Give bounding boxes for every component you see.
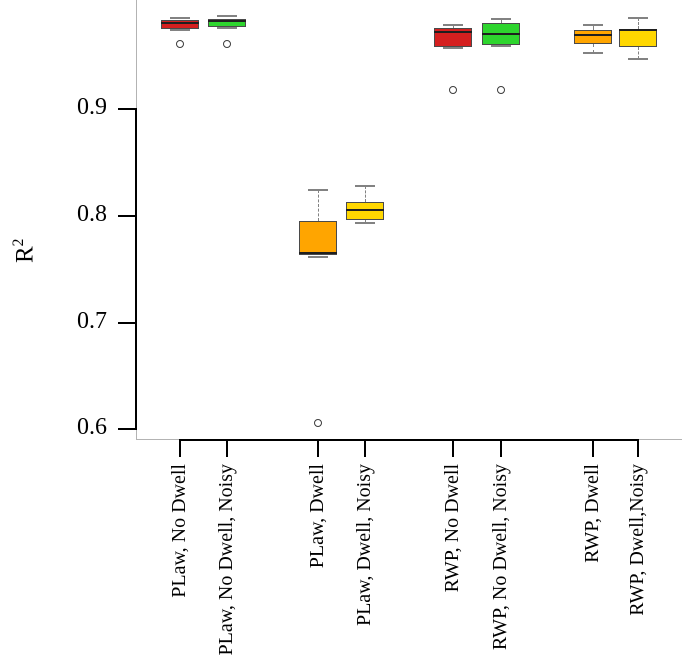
x-tick (637, 439, 639, 457)
upper-whisker (593, 25, 594, 31)
upper-whisker-cap (170, 16, 190, 19)
x-tick-label: PLaw, Dwell, Noisy (353, 464, 375, 627)
x-tick (592, 439, 594, 457)
median-line (161, 21, 199, 24)
y-tick-label: 0.9 (77, 94, 107, 121)
lower-whisker-cap (355, 222, 375, 225)
outlier-point (223, 40, 231, 49)
box (619, 29, 657, 48)
upper-whisker (365, 186, 366, 203)
lower-whisker-cap (217, 27, 237, 30)
lower-whisker (593, 44, 594, 53)
median-line (482, 32, 520, 35)
upper-whisker-cap (217, 15, 237, 18)
lower-whisker (638, 47, 639, 60)
upper-whisker (318, 190, 319, 222)
outlier-point (314, 418, 322, 427)
lower-whisker (365, 220, 366, 224)
y-tick (118, 428, 136, 431)
y-tick-label: 0.6 (77, 414, 107, 441)
x-tick (179, 439, 181, 457)
upper-whisker (501, 18, 502, 23)
x-tick-label: RWP, No Dwell (441, 464, 463, 593)
upper-whisker (453, 25, 454, 29)
outlier-point (497, 86, 505, 95)
outlier-point (176, 40, 184, 49)
x-axis-line (179, 439, 639, 441)
y-axis-title-base: R (11, 246, 39, 263)
median-line (299, 252, 337, 255)
median-line (208, 19, 246, 22)
lower-whisker-cap (308, 255, 328, 258)
median-line (619, 29, 657, 32)
upper-whisker-cap (491, 17, 511, 20)
y-axis-title-exponent: 2 (10, 238, 27, 247)
box (346, 202, 384, 221)
x-tick (317, 439, 319, 457)
x-tick-label: PLaw, Dwell (306, 464, 328, 569)
upper-whisker-cap (583, 24, 603, 27)
lower-whisker-cap (491, 45, 511, 48)
x-tick-label: RWP, Dwell (581, 464, 603, 563)
upper-whisker-cap (443, 24, 463, 27)
y-axis-title: R2 (6, 239, 38, 263)
lower-whisker-cap (583, 51, 603, 54)
median-line (346, 208, 384, 211)
box (574, 30, 612, 45)
y-tick (118, 321, 136, 324)
upper-whisker-cap (628, 16, 648, 19)
x-tick (364, 439, 366, 457)
x-tick (226, 439, 228, 457)
upper-whisker (638, 17, 639, 30)
median-line (574, 33, 612, 36)
x-tick-label: PLaw, No Dwell, Noisy (215, 464, 237, 656)
lower-whisker-cap (628, 58, 648, 61)
y-axis-line (135, 108, 137, 431)
upper-whisker-cap (355, 185, 375, 188)
y-tick (118, 108, 136, 111)
x-tick-label: RWP, Dwell,Noisy (626, 464, 648, 616)
x-tick-label: RWP, No Dwell, Noisy (489, 464, 511, 651)
x-tick (500, 439, 502, 457)
outlier-point (449, 86, 457, 95)
median-line (434, 31, 472, 34)
x-tick (452, 439, 454, 457)
lower-whisker-cap (170, 29, 190, 32)
box (161, 19, 199, 30)
y-tick (118, 214, 136, 217)
box (299, 221, 337, 256)
box (208, 18, 246, 28)
lower-whisker-cap (443, 47, 463, 50)
upper-whisker-cap (308, 189, 328, 192)
y-tick-label: 0.8 (77, 200, 107, 227)
y-tick-label: 0.7 (77, 307, 107, 334)
x-tick-label: PLaw, No Dwell (168, 464, 190, 598)
